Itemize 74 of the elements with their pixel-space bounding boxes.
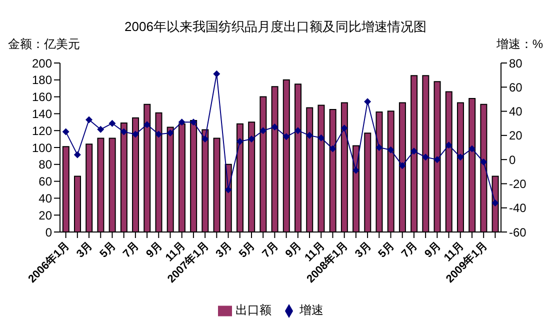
point: [120, 128, 128, 136]
point: [364, 98, 372, 106]
y-tick-label: 100: [32, 140, 52, 155]
point: [468, 145, 476, 152]
y2-tick-label: -20: [509, 176, 527, 191]
y-tick-label: 180: [32, 73, 52, 88]
x-tick-label: 5月: [376, 240, 397, 260]
point: [282, 133, 290, 140]
x-tick-label: 7月: [260, 240, 281, 260]
point: [445, 142, 452, 149]
point: [178, 118, 186, 126]
y-tick-label: 80: [38, 158, 52, 172]
point: [480, 158, 488, 166]
point: [97, 126, 104, 133]
y2-tick-label: -60: [509, 225, 527, 240]
x-tick-label: 5月: [98, 240, 118, 260]
x-tick-label: 9月: [422, 240, 444, 260]
point: [213, 70, 220, 78]
point: [376, 144, 383, 151]
x-tick-label: 9月: [144, 240, 165, 260]
point: [352, 166, 360, 174]
y-axis-title: 金额：亿美元: [8, 36, 80, 53]
x-tick-label: 3月: [353, 240, 374, 260]
y2-tick-label: 80: [509, 56, 523, 70]
point: [318, 134, 325, 142]
y2-tick-label: 60: [509, 80, 523, 94]
point: [434, 156, 441, 164]
y-tick-label: 40: [38, 191, 52, 206]
point: [329, 145, 336, 152]
point: [144, 121, 151, 128]
point: [387, 146, 394, 154]
legend-label: 增速: [300, 303, 324, 317]
point: [62, 128, 70, 136]
point: [422, 154, 430, 161]
point: [260, 127, 267, 134]
point: [271, 123, 278, 130]
x-tick-label: 3月: [214, 240, 234, 260]
y-tick-label: 140: [32, 106, 52, 121]
y-tick-label: 160: [32, 90, 52, 104]
x-tick-label: 7月: [399, 240, 420, 260]
x-tick-label: 9月: [283, 240, 304, 260]
point: [306, 132, 314, 139]
y2-axis-title: 增速：%: [496, 36, 543, 53]
point: [166, 130, 174, 137]
x-tick-label: 5月: [237, 240, 258, 260]
point: [236, 138, 244, 145]
point: [86, 116, 93, 124]
chart-title: 2006年以来我国纺织品月度出口额及同比增速情况图: [124, 18, 428, 36]
point: [108, 120, 116, 127]
point: [202, 136, 209, 143]
point: [398, 162, 406, 170]
y-tick-label: 120: [32, 124, 52, 138]
y-tick-label: 0: [45, 225, 52, 240]
point: [340, 124, 348, 132]
y-tick-label: 200: [32, 56, 52, 70]
point: [248, 136, 255, 143]
point: [224, 186, 232, 194]
x-tick-label: 3月: [74, 240, 96, 260]
point: [132, 130, 139, 138]
point: [294, 127, 302, 134]
y2-tick-label: 40: [509, 104, 523, 119]
y-tick-label: 20: [38, 208, 52, 222]
point: [74, 151, 81, 158]
point: [190, 118, 197, 126]
y2-tick-label: 0: [509, 152, 516, 167]
point: [155, 130, 162, 138]
x-tick-label: 7月: [120, 240, 142, 260]
y-tick-label: 60: [38, 174, 52, 189]
y2-tick-label: -40: [509, 201, 527, 216]
point: [492, 200, 499, 207]
y2-tick-label: 20: [509, 128, 523, 143]
point: [456, 154, 464, 161]
point: [410, 148, 418, 155]
legend-label: 出口额: [236, 303, 272, 317]
